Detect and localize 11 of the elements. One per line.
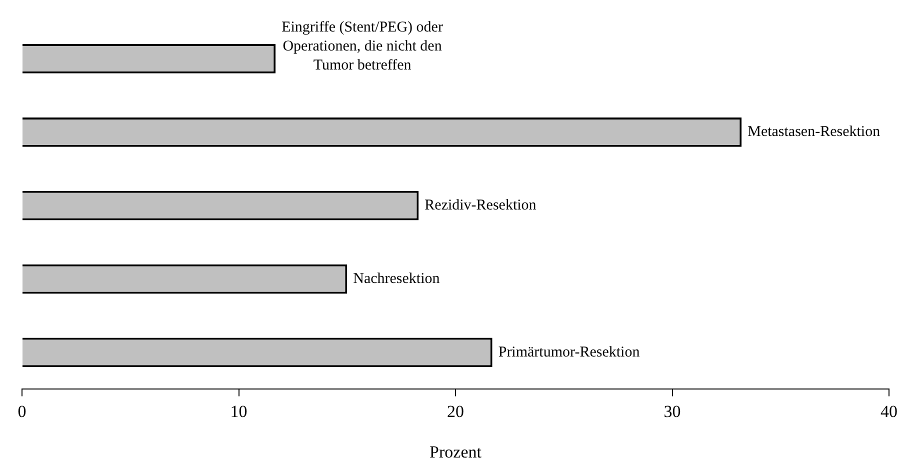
x-tick-label: 20 <box>447 402 464 421</box>
x-tick-label: 30 <box>664 402 681 421</box>
y-tick-label: Rezidiv-Resektion <box>424 198 537 214</box>
x-tick-label: 10 <box>230 402 248 421</box>
y-tick-label: Eingriffe (Stent/PEG) oder Operationen, die nicht den Tumor betreffen <box>282 20 443 74</box>
x-tick-label: 0 <box>18 402 26 421</box>
y-tick-label: Primärtumor-Resektion <box>498 344 640 360</box>
x-axis-title: Prozent <box>430 442 482 462</box>
x-tick-label: 40 <box>880 402 898 421</box>
y-tick-label: Metastasen-Resektion <box>748 124 881 140</box>
y-tick-label: Nachresektion <box>353 270 440 287</box>
